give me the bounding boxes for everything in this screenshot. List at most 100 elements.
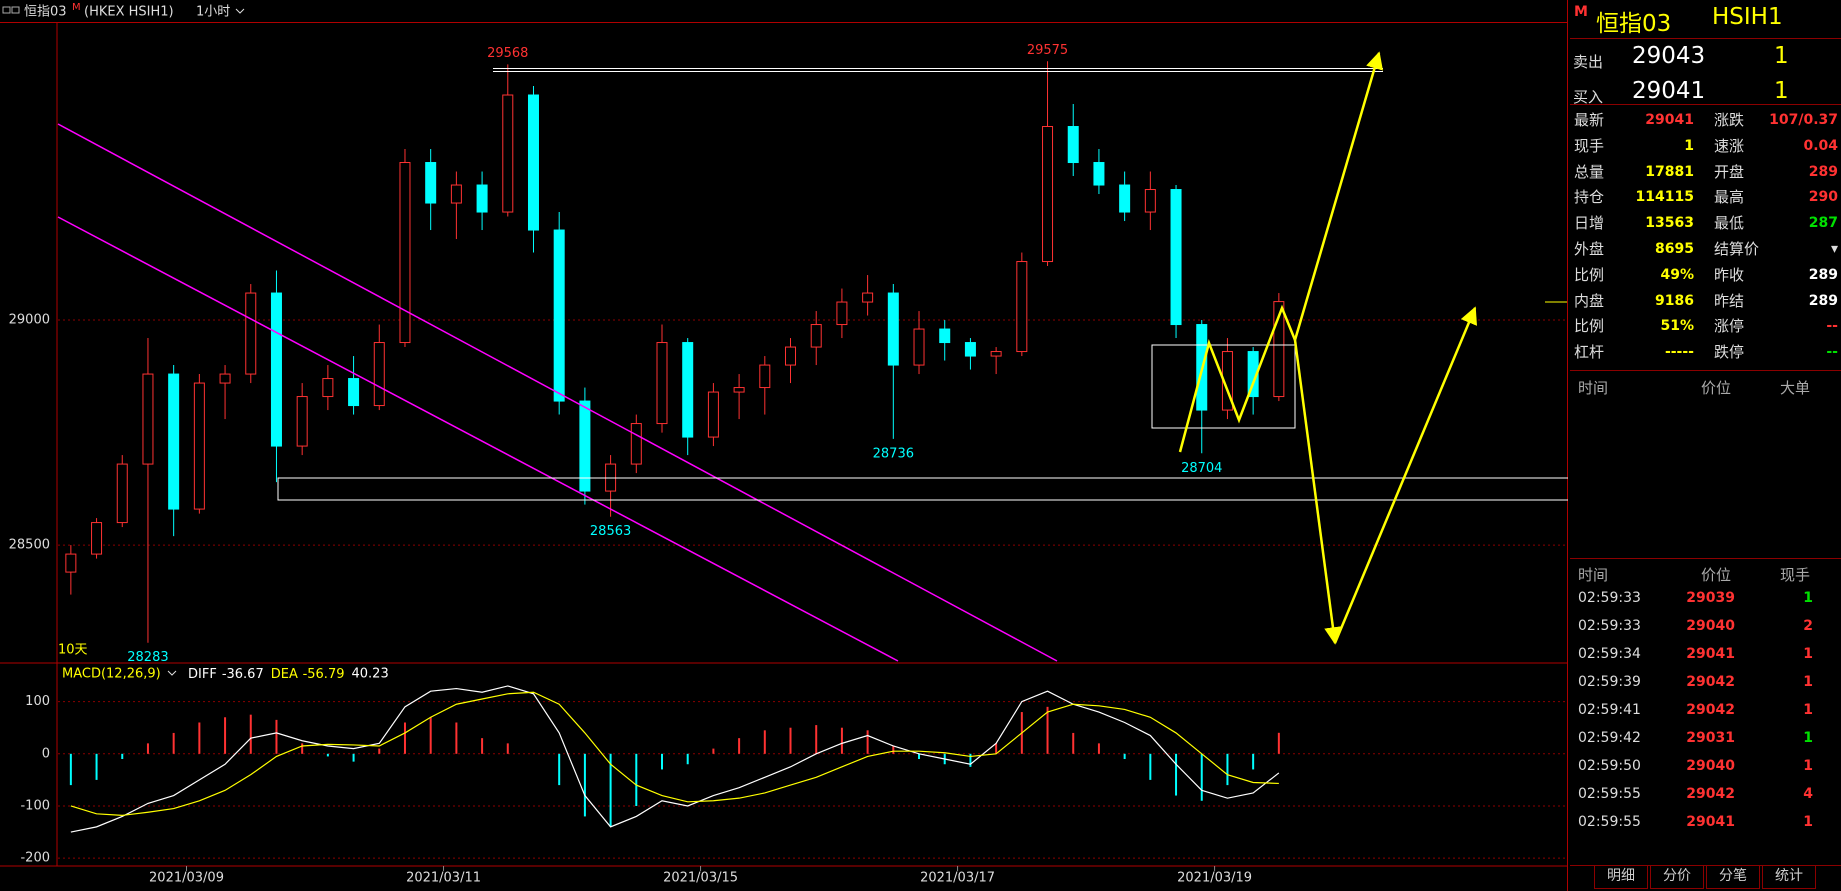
field-value: 49% [1660, 266, 1694, 283]
y-tick-label: 29000 [9, 313, 50, 328]
indicator-title: MACD(12,26,9) [62, 667, 161, 682]
window-icon[interactable] [2, 6, 11, 14]
candle-body [193, 382, 205, 510]
symbol-name: 恒指03 [1596, 11, 1672, 37]
trade-volume: 1 [1803, 646, 1813, 662]
trade-time: 02:59:34 [1578, 646, 1641, 662]
tab[interactable]: 分笔 [1706, 866, 1760, 889]
field-value: -- [1826, 318, 1838, 335]
period-selector[interactable]: 1小时 [196, 5, 230, 20]
symbol-code: HSIH1 [1712, 4, 1783, 30]
trade-time: 02:59:33 [1578, 618, 1641, 634]
candle-body [1067, 126, 1079, 164]
candle-body [836, 301, 848, 326]
candle-body [65, 553, 77, 573]
trade-time: 02:59:33 [1578, 590, 1641, 606]
field-value: 9186 [1655, 292, 1694, 309]
quote-price: 29041 [1632, 78, 1706, 104]
candle-body [91, 522, 103, 555]
field-label: 速涨 [1714, 136, 1745, 155]
trade-time: 02:59:42 [1578, 730, 1641, 746]
x-tick-label: 2021/03/11 [406, 871, 481, 886]
header-symbol: 恒指03 [24, 5, 67, 20]
indicator-chevron[interactable] [167, 670, 177, 676]
forecast-arrow [1333, 306, 1478, 644]
trade-price: 29041 [1686, 814, 1735, 830]
candle-body [939, 328, 951, 344]
quote-label: 买入 [1573, 88, 1604, 106]
trade-volume: 1 [1803, 758, 1813, 774]
field-value: 287 [1808, 215, 1838, 232]
plot: 28500 29000 2021/03/09 2021/03/11 2021/03/15… [9, 43, 1568, 886]
candle-body [1247, 351, 1259, 398]
y-tick-label: 100 [25, 694, 50, 709]
field-label: 日增 [1574, 214, 1605, 233]
legend-name: DIFF [188, 667, 217, 682]
x-tick-label: 2021/03/17 [920, 871, 995, 886]
field-label: 涨跌 [1714, 111, 1745, 129]
trade-price: 29041 [1686, 646, 1735, 662]
price-annotation: 29575 [1027, 43, 1068, 58]
legend-entry: DEA -56.79 [271, 667, 345, 682]
field-label: 持仓 [1574, 188, 1605, 207]
field-label: 最高 [1714, 188, 1745, 207]
legend-entry: DIFF -36.67 [188, 667, 264, 682]
candle-body [1119, 184, 1131, 213]
field-label: 昨收 [1714, 265, 1745, 284]
price-annotation: 29568 [487, 46, 528, 61]
field-label: 外盘 [1574, 240, 1605, 258]
field-value: 13563 [1645, 215, 1694, 232]
trade-volume: 1 [1803, 814, 1813, 830]
trade-volume: 1 [1803, 590, 1813, 606]
candle-body [1093, 162, 1105, 186]
x-tick-label: 2021/03/09 [149, 871, 224, 886]
quote-volume: 1 [1774, 78, 1789, 104]
period-chevron[interactable] [235, 8, 245, 14]
column-header: 时间 [1578, 566, 1609, 584]
window-icon[interactable] [11, 6, 20, 14]
candle-body [1144, 189, 1156, 213]
price-annotation: 28736 [873, 446, 914, 461]
field-value: -- [1826, 344, 1838, 361]
period-label: 10天 [58, 643, 88, 658]
column-header: 时间 [1578, 379, 1609, 397]
field-value: 289 [1808, 292, 1838, 309]
candle-body [373, 342, 385, 407]
separator [1570, 558, 1841, 559]
legend-value: -56.79 [303, 667, 345, 682]
column-header: 价位 [1701, 566, 1732, 584]
field-label: 现手 [1574, 136, 1605, 155]
candle-body [219, 373, 231, 384]
trade-volume: 4 [1803, 786, 1813, 802]
chart-area: 恒指03 M (HKEX HSIH1) 1小时 28500 29000 2021/0… [0, 0, 1568, 891]
trade-price: 29042 [1686, 786, 1735, 802]
trade-price: 29040 [1686, 758, 1735, 774]
channel-line [57, 123, 1058, 662]
candle-body [656, 342, 668, 425]
drawings [57, 51, 1568, 662]
legend-value: -36.67 [222, 667, 264, 682]
candle-body [425, 162, 437, 204]
candle-body [887, 292, 899, 366]
field-label: 内盘 [1574, 291, 1605, 310]
y-tick-label: -200 [20, 851, 50, 866]
tab[interactable]: 分价 [1650, 866, 1704, 889]
trade-time: 02:59:41 [1578, 702, 1641, 718]
candle-body [142, 373, 154, 465]
field-label: 最新 [1574, 111, 1605, 129]
quote-label: 卖出 [1573, 53, 1604, 71]
tab[interactable]: 统计 [1762, 866, 1816, 889]
candle-body [348, 378, 360, 407]
candle-body [1273, 301, 1285, 398]
column-header: 价位 [1701, 379, 1732, 397]
forecast-arrow [1293, 339, 1342, 645]
trade-time: 02:59:50 [1578, 758, 1641, 774]
candle-body [245, 292, 257, 375]
candle-body [270, 292, 282, 447]
field-value: 8695 [1655, 241, 1694, 257]
price-annotation: 28563 [590, 524, 631, 539]
tab[interactable]: 明细 [1594, 866, 1648, 889]
trade-time: 02:59:39 [1578, 674, 1641, 690]
candle-body [964, 342, 976, 357]
